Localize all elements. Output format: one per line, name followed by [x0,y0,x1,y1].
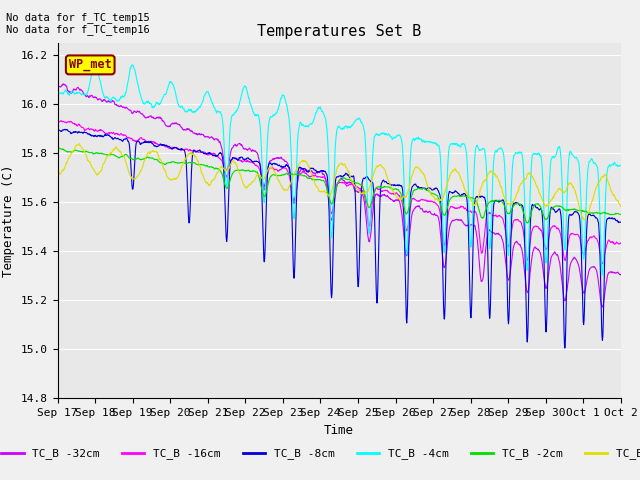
X-axis label: Time: Time [324,424,354,437]
TC_B -2cm [524,220,531,226]
TC_B -16cm [617,240,625,246]
TC_B -4cm [500,161,508,167]
TC_B -32cm [179,127,187,132]
TC_B -32cm [166,123,173,129]
TC_B -2cm [500,203,508,208]
Title: Temperatures Set B: Temperatures Set B [257,24,421,39]
TC_B -16cm [550,223,558,229]
TC_B -2cm [242,168,250,174]
TC_B -4cm [128,62,136,68]
TC_B -32cm [243,146,250,152]
TC_B -4cm [550,155,558,160]
Line: TC_B +4cm: TC_B +4cm [58,144,621,220]
TC_B -32cm [550,250,558,255]
TC_B -8cm [54,126,61,132]
TC_B -2cm [54,144,61,150]
TC_B -16cm [427,199,435,204]
TC_B -4cm [179,106,187,111]
Line: TC_B -8cm: TC_B -8cm [58,129,621,348]
TC_B -8cm [165,144,173,150]
Legend: TC_B -32cm, TC_B -16cm, TC_B -8cm, TC_B -4cm, TC_B -2cm, TC_B +4cm: TC_B -32cm, TC_B -16cm, TC_B -8cm, TC_B … [0,444,640,464]
Line: TC_B -16cm: TC_B -16cm [58,120,621,264]
Line: TC_B -4cm: TC_B -4cm [58,65,621,275]
TC_B -4cm [427,140,435,145]
TC_B -2cm [427,190,435,195]
TC_B -2cm [617,212,625,217]
Text: No data for f_TC_temp15
No data for f_TC_temp16: No data for f_TC_temp15 No data for f_TC… [6,12,150,36]
TC_B -4cm [617,162,625,168]
TC_B -16cm [54,119,61,124]
TC_B +4cm [427,192,435,198]
TC_B +4cm [581,217,589,223]
TC_B -32cm [54,83,61,89]
Line: TC_B -32cm: TC_B -32cm [58,84,621,307]
TC_B -16cm [500,223,508,229]
Text: WP_met: WP_met [69,59,111,72]
TC_B -8cm [617,219,625,225]
TC_B -4cm [54,92,61,97]
Y-axis label: Temperature (C): Temperature (C) [3,165,15,277]
TC_B -8cm [561,345,569,351]
TC_B -32cm [60,81,67,87]
TC_B -16cm [166,145,173,151]
TC_B -4cm [166,80,173,85]
TC_B -8cm [550,207,557,213]
TC_B -2cm [179,159,187,165]
TC_B +4cm [76,141,83,146]
TC_B -8cm [179,147,187,153]
TC_B -4cm [243,84,250,90]
TC_B +4cm [550,192,558,198]
TC_B -2cm [550,204,558,210]
TC_B +4cm [179,160,187,166]
TC_B -32cm [427,210,435,216]
TC_B -8cm [500,200,508,206]
TC_B -8cm [427,185,435,191]
TC_B -4cm [598,272,606,278]
TC_B +4cm [617,204,625,209]
TC_B +4cm [54,169,61,175]
TC_B -2cm [165,159,173,165]
TC_B -16cm [57,118,65,123]
TC_B -32cm [500,251,508,256]
Line: TC_B -2cm: TC_B -2cm [58,147,621,223]
TC_B -16cm [179,147,187,153]
TC_B -8cm [242,156,250,162]
TC_B +4cm [243,185,250,191]
TC_B -32cm [598,304,606,310]
TC_B +4cm [166,176,173,182]
TC_B +4cm [500,194,508,200]
TC_B -16cm [598,261,606,266]
TC_B -16cm [243,159,250,165]
TC_B -32cm [617,272,625,277]
